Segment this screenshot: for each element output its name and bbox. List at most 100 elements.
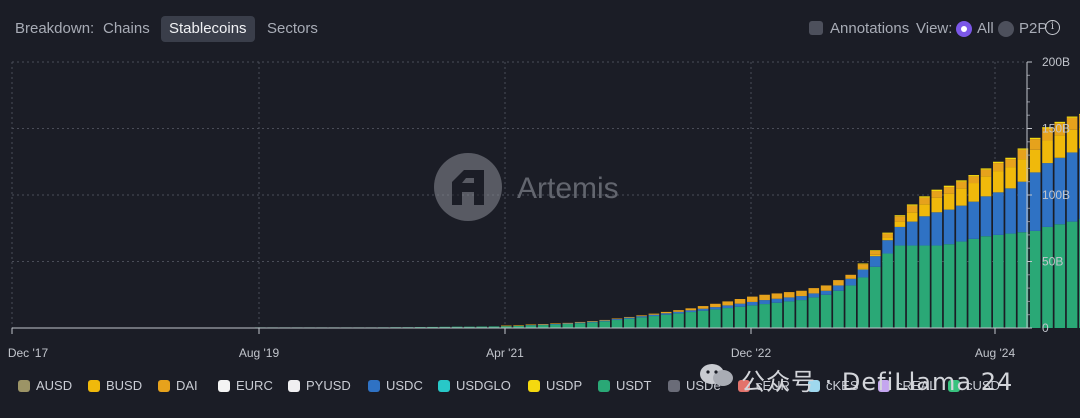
bar-segment-usdc [648,314,660,317]
bar-segment-busd [919,204,930,217]
y-tick-label: 0 [1042,321,1049,335]
annotations-checkbox[interactable] [809,21,823,35]
bar-segment-dai [968,176,979,184]
legend-swatch [808,380,820,392]
bar-segment-usdt [611,320,623,328]
legend-item-usdglo[interactable]: USDGLO [438,378,511,394]
bar-segment-usdc [537,324,549,326]
bar-segment-usdc [870,256,881,267]
bar-segment-usdt [636,317,647,328]
bar-segment-dai [943,187,955,194]
tab-sectors[interactable]: Sectors [267,20,318,37]
bar-segment-dai [599,319,610,321]
tab-stablecoins[interactable]: Stablecoins [161,16,255,42]
legend-label: USDGLO [456,378,511,393]
bar-segment-usdp [1029,137,1041,140]
legend-item-creal[interactable]: cREAL [878,378,936,394]
bar-segment-usdt [488,326,500,328]
bar-segment-usdt [525,325,537,328]
bar-segment-usdc [624,317,635,319]
bar-segment-usdt [882,253,893,328]
y-tick-label: 150B [1042,122,1070,136]
view-all-label[interactable]: All [977,20,994,37]
legend-swatch [438,380,450,392]
bar-segment-usdt [808,297,820,328]
legend-swatch [368,380,380,392]
legend-item-cusd[interactable]: cUSD [948,378,1000,394]
bar-segment-usdc [943,209,955,245]
bar-segment-dai [1054,123,1066,136]
bar-segment-usdc [931,212,943,246]
bar-segment-usdp [943,185,955,188]
bar-segment-dai [747,296,758,302]
bar-segment-busd [956,188,967,206]
bar-segment-usdt [464,326,475,328]
bar-segment-dai [562,322,574,324]
bar-segment-dai [882,233,893,238]
view-p2p-radio[interactable] [998,21,1014,37]
legend-label: EURC [236,378,273,393]
bar-segment-usdc [587,321,598,323]
legend-label: PYUSD [306,378,351,393]
info-icon[interactable]: i [1045,20,1060,35]
bar-segment-dai [931,191,943,198]
bar-segment-dai [648,313,660,315]
bar-segment-busd [882,237,893,241]
bar-segment-usdt [648,316,660,328]
bar-segment-usdt [710,309,721,328]
bar-segment-dai [833,280,844,286]
legend-label: USDP [546,378,583,393]
bar-segment-dai [845,274,856,279]
bar-segment-dai [956,181,967,189]
bar-segment-dai [685,308,697,311]
bar-segment-dai [710,303,721,308]
bar-segment-dai [1029,139,1041,150]
bar-segment-usdt [599,321,610,328]
bar-segment-usdc [710,307,721,310]
legend-item-eurc[interactable]: EURC [218,378,273,394]
bar-segment-dai [993,163,1004,172]
legend-item-usdt[interactable]: USDT [598,378,651,394]
bar-segment-dai [1005,159,1016,168]
bar-segment-usdt [820,294,832,328]
legend-swatch [878,380,890,392]
bar-segment-busd [894,221,906,227]
x-tick-label: Aug '19 [239,346,280,360]
legend-item-ceur[interactable]: cEUR [738,378,790,394]
bar-segment-dai [636,315,647,317]
bar-segment-usdp [882,232,893,234]
legend-label: cUSD [966,378,1000,393]
bar-segment-busd [943,193,955,210]
bar-segment-usdt [1005,233,1016,328]
bar-segment-usdt [783,301,795,328]
bar-segment-usdt [439,326,451,328]
legend-label: USDT [616,378,652,393]
legend-swatch [668,380,680,392]
legend-item-ausd[interactable]: AUSD [18,378,72,394]
legend-item-usdp[interactable]: USDP [528,378,582,394]
bar-segment-usdc [550,323,561,325]
bar-segment-dai [722,301,733,306]
view-all-radio[interactable] [956,21,972,37]
bar-segment-usdc [660,313,672,315]
bar-segment-usdc [722,305,733,309]
bar-segment-usdc [734,303,746,307]
view-p2p-label[interactable]: P2P [1019,20,1048,37]
legend-swatch [88,380,100,392]
bar-segment-usdc [857,269,869,278]
legend-item-ckes[interactable]: cKES [808,378,859,394]
bar-segment-dai [587,321,598,322]
bar-segment-usdc [894,226,906,246]
legend-item-dai[interactable]: DAI [158,378,198,394]
legend-item-usdc[interactable]: USDC [368,378,423,394]
tab-chains[interactable]: Chains [103,20,150,37]
bar-segment-usdt [734,306,746,328]
bar-segment-usdt [1017,232,1029,328]
bar-segment-dai [796,290,807,297]
bar-segment-usdc [1005,188,1016,234]
bar-segment-usdt [1042,226,1053,328]
bar-segment-busd [906,212,918,222]
legend-item-pyusd[interactable]: PYUSD [288,378,351,394]
bar-segment-busd [1005,167,1016,189]
legend-item-busd[interactable]: BUSD [88,378,142,394]
